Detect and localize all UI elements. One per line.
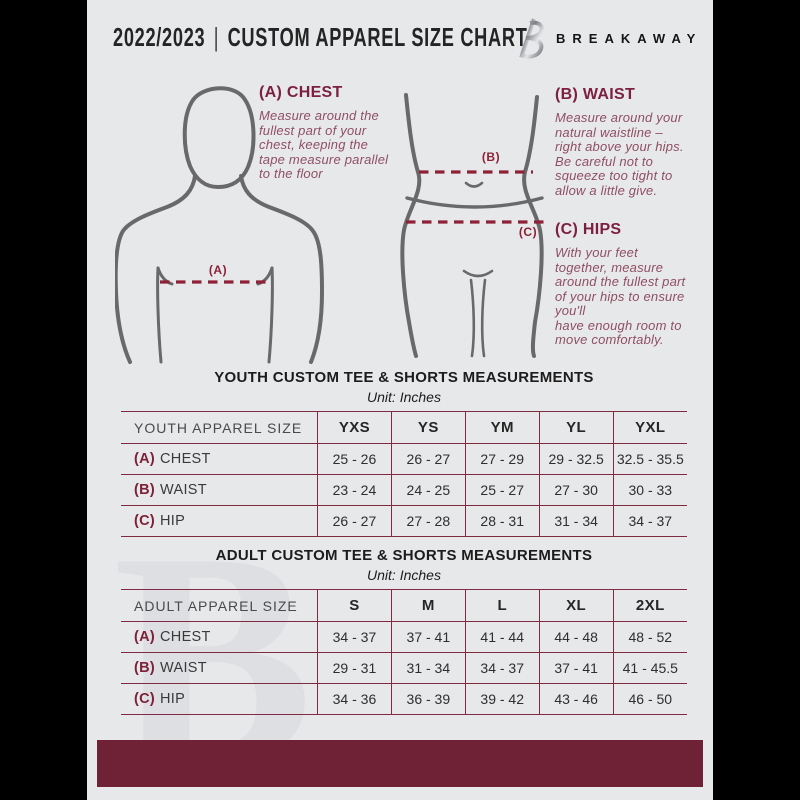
row-label: (A) CHEST	[121, 621, 318, 653]
size-header: YL	[538, 411, 614, 444]
table-row: (A) CHEST 25 - 26 26 - 27 27 - 29 29 - 32.5 32…	[121, 443, 687, 475]
footer-bar	[97, 740, 703, 787]
section-waist: (B) WAIST Measure around your natural wa…	[555, 86, 713, 198]
table-row: (A) CHEST 34 - 37 37 - 41 41 - 44 44 - 48 48 -…	[121, 621, 687, 653]
measurement-cell: 25 - 27	[464, 474, 540, 506]
adult-size-table: ADULT APPAREL SIZE S M L XL 2XL (A) CHEST 34 - 3…	[121, 589, 687, 715]
row-label: (B) WAIST	[121, 652, 318, 684]
size-header: M	[390, 589, 466, 622]
measurement-cell: 37 - 41	[538, 652, 614, 684]
measurement-cell: 31 - 34	[390, 652, 466, 684]
row-measure-name: CHEST	[160, 451, 211, 467]
hips-marker-label: (C)	[518, 225, 538, 239]
size-header: YM	[464, 411, 540, 444]
measurement-cell: 30 - 33	[612, 474, 687, 506]
measurement-cell: 39 - 42	[464, 683, 540, 715]
adult-table-unit: Unit: Inches	[367, 567, 441, 583]
section-hips-heading: (C) HIPS	[555, 221, 622, 238]
row-measure-name: WAIST	[160, 482, 207, 498]
measurement-cell: 26 - 27	[390, 443, 466, 475]
measurement-cell: 41 - 45.5	[612, 652, 687, 684]
youth-table-title: YOUTH CUSTOM TEE & SHORTS MEASUREMENTS	[214, 369, 594, 386]
measurement-cell: 31 - 34	[538, 505, 614, 537]
measurement-cell: 44 - 48	[538, 621, 614, 653]
row-prefix: (C)	[134, 513, 156, 529]
measurement-cell: 34 - 36	[317, 683, 392, 715]
measurement-cell: 27 - 30	[538, 474, 614, 506]
header-row: YOUTH APPAREL SIZE YXS YS YM YL YXL	[121, 411, 687, 444]
measurement-cell: 27 - 28	[390, 505, 466, 537]
size-header: YXL	[612, 411, 687, 444]
row-prefix: (A)	[134, 451, 156, 467]
row-measure-name: CHEST	[160, 629, 211, 645]
measurement-cell: 43 - 46	[538, 683, 614, 715]
measurement-cell: 27 - 29	[464, 443, 540, 475]
chest-figure-illustration	[115, 86, 325, 364]
chest-marker-label: (A)	[208, 263, 228, 277]
row-label: (C) HIP	[121, 683, 318, 715]
row-prefix: (B)	[134, 660, 156, 676]
measurement-cell: 34 - 37	[612, 505, 687, 537]
row-prefix: (B)	[134, 482, 156, 498]
waist-hips-figure-illustration	[400, 93, 545, 358]
youth-table-unit: Unit: Inches	[367, 389, 441, 405]
measurement-cell: 28 - 31	[464, 505, 540, 537]
measurement-cell: 34 - 37	[464, 652, 540, 684]
title-year: 2022/2023	[113, 22, 206, 52]
youth-size-table: YOUTH APPAREL SIZE YXS YS YM YL YXL (A) CHEST 25…	[121, 411, 687, 537]
size-header: YXS	[317, 411, 392, 444]
breakaway-logo-icon	[506, 18, 544, 59]
row-label: (B) WAIST	[121, 474, 318, 506]
section-waist-heading: (B) WAIST	[555, 86, 636, 103]
size-header: XL	[538, 589, 614, 622]
size-column-header: ADULT APPAREL SIZE	[121, 589, 318, 622]
section-hips-body: With your feet together, measure around …	[555, 245, 686, 348]
table-row: (B) WAIST 29 - 31 31 - 34 34 - 37 37 - 41 41 -…	[121, 652, 687, 684]
header-row: ADULT APPAREL SIZE S M L XL 2XL	[121, 589, 687, 622]
measurement-cell: 25 - 26	[317, 443, 392, 475]
measurement-cell: 41 - 44	[464, 621, 540, 653]
brand-name: BREAKAWAY	[556, 31, 703, 46]
size-header: L	[464, 589, 540, 622]
section-chest-heading: (A) CHEST	[259, 84, 343, 101]
measurement-cell: 29 - 32.5	[538, 443, 614, 475]
section-waist-body: Measure around your natural waistline – …	[555, 110, 684, 198]
section-hips: (C) HIPS With your feet together, measur…	[555, 221, 713, 348]
waist-marker-label: (B)	[481, 150, 501, 164]
measurement-cell: 32.5 - 35.5	[612, 443, 687, 475]
size-header: 2XL	[612, 589, 687, 622]
size-header: YS	[390, 411, 466, 444]
row-prefix: (A)	[134, 629, 156, 645]
measurement-cell: 26 - 27	[317, 505, 392, 537]
page-title: 2022/2023 | CUSTOM APPAREL SIZE CHART	[113, 22, 528, 53]
measurement-cell: 29 - 31	[317, 652, 392, 684]
row-prefix: (C)	[134, 691, 156, 707]
section-chest: (A) CHEST Measure around the fullest par…	[259, 84, 419, 182]
measurement-cell: 48 - 52	[612, 621, 687, 653]
size-chart-page: 2022/2023 | CUSTOM APPAREL SIZE CHART BREA…	[87, 0, 713, 800]
row-label: (A) CHEST	[121, 443, 318, 475]
title-text: CUSTOM APPAREL SIZE CHART	[227, 22, 528, 52]
measurement-cell: 23 - 24	[317, 474, 392, 506]
size-header: S	[317, 589, 392, 622]
measurement-cell: 36 - 39	[390, 683, 466, 715]
row-measure-name: WAIST	[160, 660, 207, 676]
section-chest-body: Measure around the fullest part of your …	[259, 108, 389, 182]
measurement-cell: 24 - 25	[390, 474, 466, 506]
row-label: (C) HIP	[121, 505, 318, 537]
row-measure-name: HIP	[160, 691, 186, 707]
row-measure-name: HIP	[160, 513, 186, 529]
table-row: (C) HIP 26 - 27 27 - 28 28 - 31 31 - 34 34 - 3…	[121, 505, 687, 537]
adult-table-title: ADULT CUSTOM TEE & SHORTS MEASUREMENTS	[215, 547, 593, 564]
measurement-cell: 34 - 37	[317, 621, 392, 653]
table-row: (B) WAIST 23 - 24 24 - 25 25 - 27 27 - 30 30 -…	[121, 474, 687, 506]
title-separator: |	[213, 22, 220, 52]
size-column-header: YOUTH APPAREL SIZE	[121, 411, 318, 444]
table-row: (C) HIP 34 - 36 36 - 39 39 - 42 43 - 46 46 - 5…	[121, 683, 687, 715]
measurement-cell: 37 - 41	[390, 621, 466, 653]
measurement-cell: 46 - 50	[612, 683, 687, 715]
